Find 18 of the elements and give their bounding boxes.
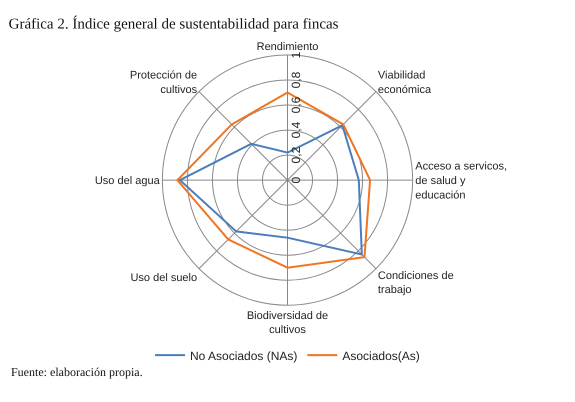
legend-label: No Asociados (NAs) — [190, 348, 298, 363]
spoke-label: Condiciones de trabajo — [378, 270, 454, 296]
chart-title: Gráfica 2. Índice general de sustentabilidad para fincas — [8, 16, 339, 33]
y-tick-label: 0,2 — [289, 146, 303, 164]
y-tick-label: 0 — [289, 176, 303, 184]
spoke-label: Biodiversidad de cultivos — [246, 310, 328, 336]
spoke-label: Acceso a servicos, de salud y educación — [415, 160, 508, 202]
y-tick-label: 1 — [289, 51, 303, 58]
y-tick-label: 0,6 — [289, 96, 303, 114]
y-tick-label: 0,4 — [289, 121, 303, 138]
spoke-label: Rendimiento — [256, 41, 318, 54]
source-note: Fuente: elaboración propia. — [11, 365, 143, 379]
y-tick-label: 0,8 — [289, 71, 303, 88]
spoke-label: Protección de cultivos — [130, 70, 198, 96]
spoke-label: Uso del suelo — [130, 272, 198, 284]
spoke-label: Uso del agua — [94, 174, 161, 187]
spoke-label: Viabilidad económica — [378, 70, 432, 96]
legend-label: Asociados(As) — [342, 348, 420, 363]
